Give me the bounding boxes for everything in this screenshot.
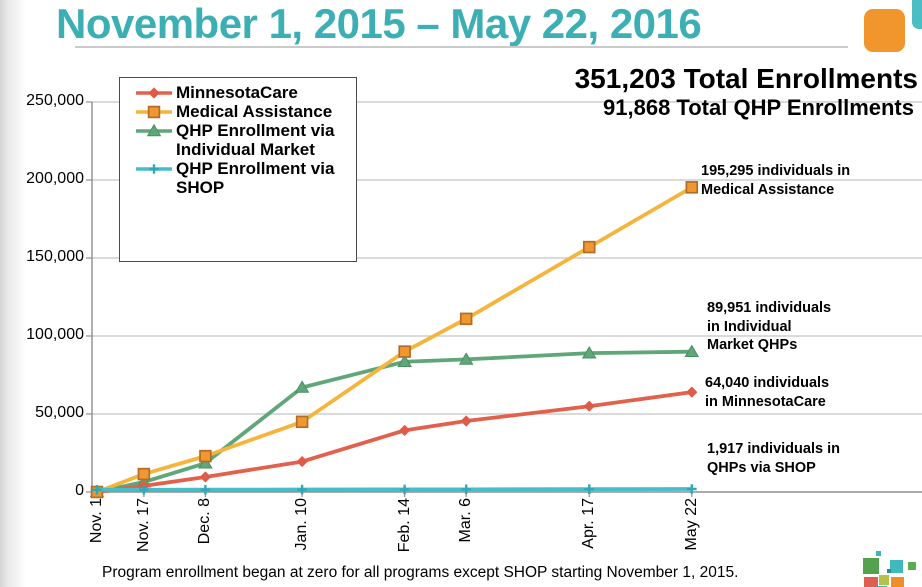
page-title: November 1, 2015 – May 22, 2016 xyxy=(56,0,702,47)
y-axis-label: 50,000 xyxy=(35,404,84,421)
legend-label: QHP Enrollment via SHOP xyxy=(176,159,335,197)
x-axis-label: Dec. 8 xyxy=(196,498,214,545)
y-axis-label: 0 xyxy=(75,482,84,499)
square-marker-icon xyxy=(136,105,172,119)
y-axis-label: 150,000 xyxy=(26,248,84,265)
brand-teal-square-icon xyxy=(912,0,922,29)
legend-label: Medical Assistance xyxy=(176,102,333,121)
x-axis-label: Mar. 6 xyxy=(457,498,475,543)
y-axis-label: 200,000 xyxy=(26,170,84,187)
legend-item-qhp-individual-market: QHP Enrollment via Individual Market xyxy=(135,121,356,159)
logo-square xyxy=(876,551,881,556)
annotation-minnesotacare: 64,040 individuals in MinnesotaCare xyxy=(705,375,830,410)
logo-square xyxy=(891,577,904,587)
chart-legend: MinnesotaCare Medical Assistance QHP Enr… xyxy=(119,77,357,262)
legend-label: QHP Enrollment via Individual Market xyxy=(176,121,335,159)
legend-item-qhp-shop: QHP Enrollment via SHOP xyxy=(135,159,356,197)
logo-square xyxy=(863,558,879,574)
triangle-marker-icon xyxy=(136,124,172,137)
y-axis-label: 100,000 xyxy=(26,326,84,343)
x-axis-label: May 22 xyxy=(682,498,700,551)
chart-footnote: Program enrollment began at zero for all… xyxy=(102,564,739,581)
logo-square xyxy=(908,562,916,570)
mnsure-logo xyxy=(860,548,920,587)
x-axis-label: Apr. 17 xyxy=(580,498,598,549)
x-axis-label: Nov. 1 xyxy=(88,498,105,544)
legend-item-medical-assistance: Medical Assistance xyxy=(135,102,356,121)
logo-square xyxy=(879,575,889,585)
logo-square xyxy=(887,569,891,573)
x-axis-label: Jan. 10 xyxy=(293,498,311,551)
diamond-marker-icon xyxy=(136,87,172,99)
brand-orange-square-icon xyxy=(864,9,905,52)
logo-square xyxy=(890,560,903,573)
annotation-medical-assistance: 195,295 individuals in Medical Assistanc… xyxy=(701,163,851,198)
legend-item-minnesotacare: MinnesotaCare xyxy=(135,83,356,102)
title-underline xyxy=(75,46,848,48)
y-axis-label: 250,000 xyxy=(26,92,84,109)
plus-marker-icon xyxy=(136,164,172,174)
annotation-individual-market-qhps: 89,951 individuals in Individual Market … xyxy=(707,300,832,353)
annotation-qhps-via-shop: 1,917 individuals in QHPs via SHOP xyxy=(707,441,840,476)
logo-square xyxy=(864,577,878,587)
x-axis-label: Nov. 17 xyxy=(134,498,152,552)
x-axis-label: Feb. 14 xyxy=(395,498,413,553)
total-enrollments-headline: 351,203 Total Enrollments xyxy=(574,63,918,94)
legend-label: MinnesotaCare xyxy=(176,83,298,102)
total-qhp-enrollments-headline: 91,868 Total QHP Enrollments xyxy=(603,95,914,120)
slide-left-edge xyxy=(0,0,26,587)
